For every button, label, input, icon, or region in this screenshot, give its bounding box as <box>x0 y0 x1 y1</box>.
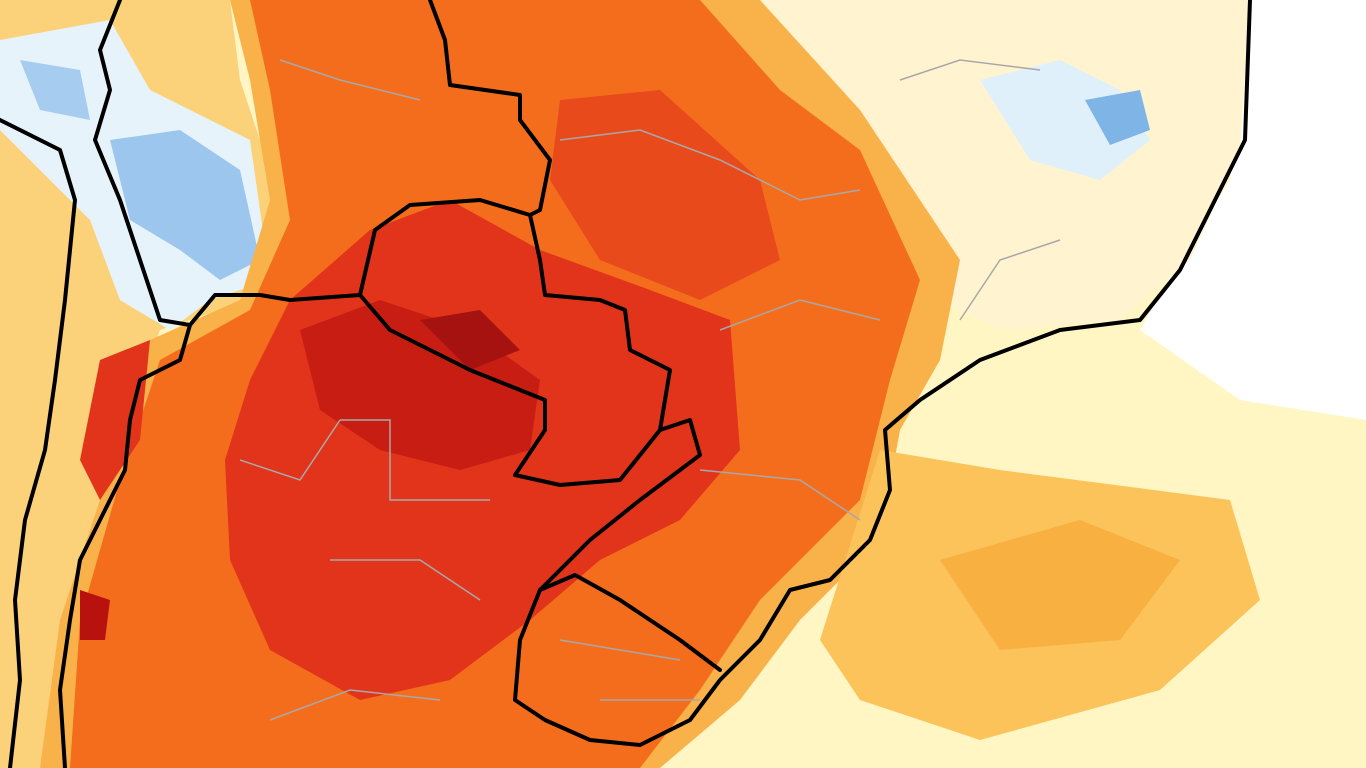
cool <box>1085 90 1150 145</box>
ocean-neutral <box>1140 0 1366 420</box>
country-border <box>93 0 362 327</box>
warm-extreme <box>420 310 520 370</box>
country-border <box>358 198 672 487</box>
cool <box>110 130 260 280</box>
warm <box>940 520 1180 650</box>
warm-weak <box>760 0 1250 330</box>
warm-very-strong <box>550 90 780 300</box>
coastline <box>0 118 77 768</box>
state-border <box>239 59 1061 721</box>
warm-extreme <box>80 590 110 640</box>
country-border <box>538 573 722 672</box>
state-borders <box>239 59 1061 721</box>
cool-weak <box>980 60 1150 180</box>
country-borders <box>0 0 1252 768</box>
coastline <box>513 0 1252 747</box>
country-border <box>428 0 552 217</box>
cool <box>20 60 90 120</box>
warm-very-strong <box>80 340 150 500</box>
country-border <box>538 418 702 592</box>
country-border <box>58 323 192 768</box>
